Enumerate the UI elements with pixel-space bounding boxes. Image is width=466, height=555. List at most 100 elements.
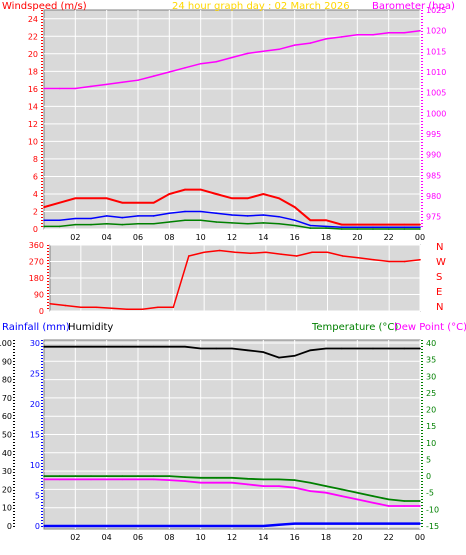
series-dew-line-point-18 [325,491,327,494]
series-rainfall-line-point-11 [215,525,218,527]
series-direction-line-point-2 [80,306,82,309]
series-humidity-line-point-14 [262,351,265,353]
wind-tick-label-14: 14 [28,102,38,111]
humidity-tick-label-40: 40 [2,449,12,458]
rainfall-axis-title: Rainfall (mm) [2,322,70,333]
wind-tick-label-16: 16 [28,85,38,94]
series-gust-line-point-8 [168,193,171,195]
series-average-line-point-23 [403,226,406,228]
temp-tick-label--5: -5 [426,489,434,498]
series-barometer-line-point-14 [262,50,265,53]
series-rainfall-line-point-13 [246,525,249,527]
baro-tick-label-1000: 1000 [426,109,446,118]
series-dew-line-point-1 [58,478,61,481]
series-humidity-line-point-3 [90,345,92,348]
series-lull-line-point-22 [387,228,390,230]
series-gust-line-point-10 [199,188,202,191]
humidity-tick-label-20: 20 [2,485,12,494]
baro-tick-label-1015: 1015 [426,47,446,56]
dir-tick-label-180: 180 [29,274,44,283]
bottom-hour-label-04: 04 [102,533,112,542]
series-temperature-line-point-5 [121,475,124,477]
humidity-tick-label-30: 30 [2,467,12,476]
series-rainfall-line-point-4 [105,525,108,527]
series-humidity-line-point-4 [105,345,108,348]
baro-tick-label-1005: 1005 [426,89,446,98]
baro-tick-label-975: 975 [426,213,441,222]
humidity-axis-title: Humidity [68,322,113,333]
bottom-hour-label-20: 20 [352,533,362,542]
series-average-line-point-4 [105,215,108,217]
series-average-line-point-22 [387,226,390,228]
series-humidity-line-point-2 [74,345,77,348]
series-direction-line-point-12 [234,251,236,254]
series-humidity-line-point-13 [246,349,249,352]
wind-tick-label-18: 18 [28,67,38,76]
series-average-line-point-11 [215,212,218,214]
series-average-line-point-17 [309,224,312,227]
series-dew-line-point-9 [184,480,186,482]
rain-tick-label-30: 30 [30,339,40,348]
bottom-hour-label-12: 12 [227,533,237,542]
series-average-line-point-20 [356,226,359,228]
series-average-line-point-9 [184,210,186,213]
series-dew-line-point-4 [105,478,108,481]
wind-tick-label-22: 22 [28,32,38,41]
bottom-hour-label-16: 16 [290,533,300,542]
series-barometer-line-point-7 [152,75,155,77]
series-barometer-line-point-11 [215,60,218,63]
series-temperature-line-point-4 [105,475,108,477]
series-humidity-line-point-12 [231,347,233,350]
bottom-hour-label-18: 18 [321,533,331,542]
series-lull-line-point-19 [340,228,343,230]
series-rainfall-line-point-22 [387,522,390,525]
series-direction-line-point-14 [265,251,267,254]
series-average-line-point-6 [137,215,139,217]
series-lull-line-point-17 [309,227,312,229]
series-lull-line-point-20 [356,228,359,230]
humidity-tick-label-90: 90 [2,357,12,366]
series-dew-line-point-12 [231,481,233,484]
series-barometer-line-point-6 [137,79,139,81]
series-average-line-point-12 [231,214,233,216]
series-direction-line-point-18 [326,251,329,254]
series-humidity-line-point-5 [121,345,124,348]
series-humidity-line-point-21 [372,347,374,350]
series-temperature-line-point-13 [246,478,249,480]
series-lull-line-point-24 [419,228,421,230]
compass-label-w: W [436,257,446,268]
top-hour-label-22: 22 [384,233,394,242]
rain-tick-label-25: 25 [30,370,40,379]
humidity-tick-label-100: 100 [0,339,12,348]
series-barometer-line-point-13 [246,52,249,55]
baro-tick-label-1010: 1010 [426,68,446,77]
series-rainfall-line-point-8 [168,525,171,527]
top-hour-label-16: 16 [290,233,300,242]
series-humidity-line-point-20 [356,347,359,350]
series-direction-line-point-3 [95,306,98,309]
series-gust-line-point-20 [356,223,359,226]
series-gust-line-point-17 [309,219,312,221]
series-lull-line-point-11 [215,221,218,223]
temperature-axis-title: Temperature (°C) [311,322,398,333]
series-humidity-line-point-19 [340,347,343,350]
series-gust-line-point-3 [90,197,92,200]
top-hour-label-18: 18 [321,233,331,242]
wind-tick-label-10: 10 [28,137,38,146]
series-temperature-line-point-0 [43,475,45,477]
baro-tick-label-990: 990 [426,151,441,160]
series-lull-line-point-12 [231,222,233,224]
series-temperature-line-point-15 [278,478,280,481]
bottom-hour-label-06: 06 [133,533,143,542]
series-humidity-line-point-17 [309,349,312,352]
series-dew-line-point-6 [137,478,139,481]
temp-tick-label--15: -15 [426,522,439,531]
series-direction-line-point-7 [157,306,159,309]
top-hour-label-02: 02 [70,233,80,242]
series-average-line-point-16 [293,219,296,221]
wind-tick-label-8: 8 [33,155,38,164]
series-rainfall-line-point-23 [403,522,406,525]
series-direction-line-point-17 [311,251,313,254]
series-average-line-point-0 [43,219,45,221]
series-lull-line-point-10 [199,219,202,221]
